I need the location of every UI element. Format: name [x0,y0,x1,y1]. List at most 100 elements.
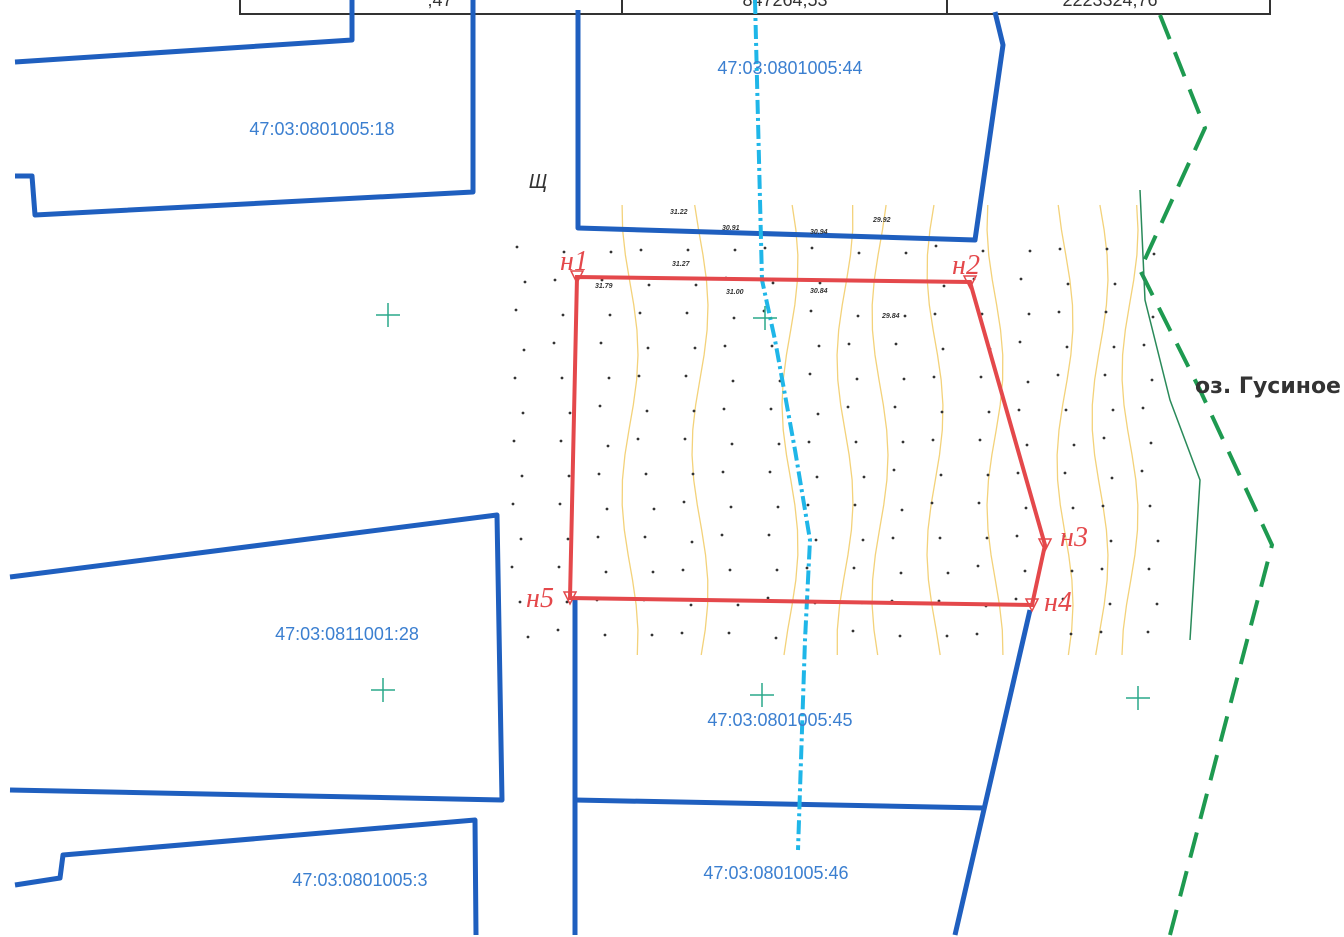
survey-dot [638,311,642,315]
survey-dot [597,472,601,476]
survey-dot [732,316,736,320]
table-cell: 2223324,76 [1062,0,1157,10]
survey-dot [807,440,811,444]
survey-dot [976,564,980,568]
point-marker [962,275,978,290]
survey-dot [598,404,602,408]
survey-dot [728,568,732,572]
survey-dot [891,536,895,540]
survey-dot [1072,443,1076,447]
survey-dot [603,633,607,637]
survey-dot [511,502,515,506]
survey-dot [771,281,775,285]
survey-dot [1015,534,1019,538]
survey-dot [1156,539,1160,543]
survey-dot [767,533,771,537]
survey-dot [643,535,647,539]
survey-dot [513,376,517,380]
survey-dot [566,537,570,541]
survey-dot [1057,310,1061,314]
survey-dot [1056,373,1060,377]
contour-line [986,204,1004,656]
survey-dot [1023,569,1027,573]
survey-dot [731,379,735,383]
survey-dot [557,565,561,569]
survey-dot [652,507,656,511]
survey-dot [694,283,698,287]
survey-dot [986,473,990,477]
survey-dot [1028,249,1032,253]
parcel-label: 47:03:0811001:28 [275,624,419,644]
point-marker [1037,538,1053,553]
survey-dot [1017,408,1021,412]
survey-dot [1071,506,1075,510]
survey-dot [1058,247,1062,251]
survey-dot [606,444,610,448]
survey-dot [1066,282,1070,286]
parcel-label: 47:03:0801005:46 [703,863,848,883]
survey-dot [1110,476,1114,480]
survey-dot [605,507,609,511]
survey-dot [604,570,608,574]
survey-dot [518,600,522,604]
survey-dot [723,344,727,348]
survey-dot [683,437,687,441]
cross [753,306,777,330]
survey-dot [769,407,773,411]
survey-dot [1025,443,1029,447]
survey-dot [636,437,640,441]
survey-dot [690,540,694,544]
survey-dot [520,474,524,478]
survey-dot [938,536,942,540]
survey-dot [1016,471,1020,475]
survey-dot [637,374,641,378]
boundary [574,797,986,811]
point-label: н2 [952,250,980,281]
survey-dot [514,308,518,312]
elevation: 31.22 [670,209,688,216]
survey-dot [684,374,688,378]
elevation: 31.79 [595,283,613,290]
survey-dot [1151,315,1155,319]
survey-dot [522,348,526,352]
survey-dot [985,536,989,540]
survey-dot [1024,506,1028,510]
boundary [575,10,1006,243]
survey-dot [1027,312,1031,316]
survey-dot [776,505,780,509]
survey-dot [691,472,695,476]
survey-dot [1065,345,1069,349]
boundary [9,512,505,803]
elevation: 29.92 [872,217,891,224]
boundary [14,0,355,65]
survey-dot [730,442,734,446]
survey-dot [510,565,514,569]
point-marker [569,270,585,285]
survey-dot [733,248,737,252]
survey-dot [1146,630,1150,634]
survey-dot [808,372,812,376]
cross [371,678,395,702]
survey-dot [774,636,778,640]
survey-dot [851,629,855,633]
survey-dot [682,500,686,504]
survey-dot [519,537,523,541]
survey-dot [686,248,690,252]
survey-dot [523,280,527,284]
cross [750,683,774,707]
survey-dot [1147,567,1151,571]
survey-dot [685,311,689,315]
survey-dot [736,603,740,607]
survey-dot [1140,469,1144,473]
survey-dot [1109,539,1113,543]
survey-dot [933,312,937,316]
boundary [952,609,1033,936]
survey-dot [940,410,944,414]
survey-dot [722,407,726,411]
boundary [14,817,479,936]
survey-dot [1149,441,1153,445]
survey-dot [729,505,733,509]
survey-dot [856,314,860,318]
